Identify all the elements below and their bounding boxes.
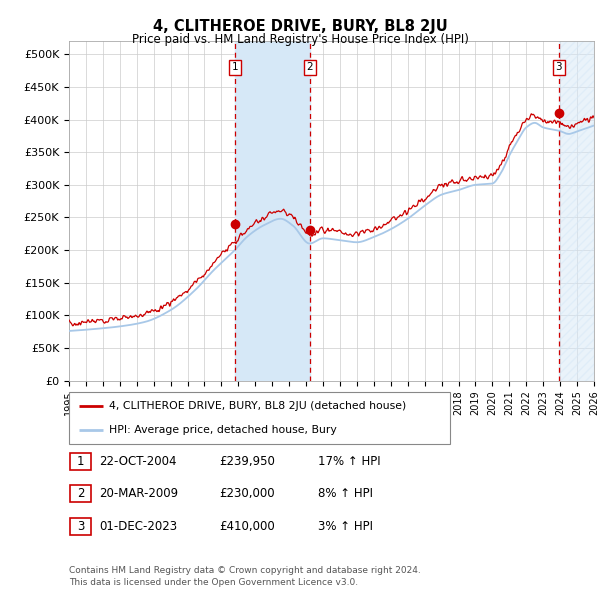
Text: 2: 2 [307, 63, 313, 73]
Text: HPI: Average price, detached house, Bury: HPI: Average price, detached house, Bury [109, 425, 337, 435]
Text: 8% ↑ HPI: 8% ↑ HPI [318, 487, 373, 500]
Text: £239,950: £239,950 [219, 455, 275, 468]
Text: 4, CLITHEROE DRIVE, BURY, BL8 2JU (detached house): 4, CLITHEROE DRIVE, BURY, BL8 2JU (detac… [109, 401, 406, 411]
Text: 3% ↑ HPI: 3% ↑ HPI [318, 520, 373, 533]
Text: 22-OCT-2004: 22-OCT-2004 [99, 455, 176, 468]
Text: £230,000: £230,000 [219, 487, 275, 500]
Text: 3: 3 [556, 63, 562, 73]
Text: Contains HM Land Registry data © Crown copyright and database right 2024.
This d: Contains HM Land Registry data © Crown c… [69, 566, 421, 587]
Text: 4, CLITHEROE DRIVE, BURY, BL8 2JU: 4, CLITHEROE DRIVE, BURY, BL8 2JU [152, 19, 448, 34]
Text: 2: 2 [77, 487, 84, 500]
Text: 1: 1 [77, 455, 84, 468]
Text: £410,000: £410,000 [219, 520, 275, 533]
Text: 3: 3 [77, 520, 84, 533]
Text: 1: 1 [232, 63, 238, 73]
Text: Price paid vs. HM Land Registry's House Price Index (HPI): Price paid vs. HM Land Registry's House … [131, 33, 469, 46]
Text: 17% ↑ HPI: 17% ↑ HPI [318, 455, 380, 468]
Text: 20-MAR-2009: 20-MAR-2009 [99, 487, 178, 500]
Bar [559, 41, 594, 381]
Bar [235, 41, 310, 381]
Text: 01-DEC-2023: 01-DEC-2023 [99, 520, 177, 533]
